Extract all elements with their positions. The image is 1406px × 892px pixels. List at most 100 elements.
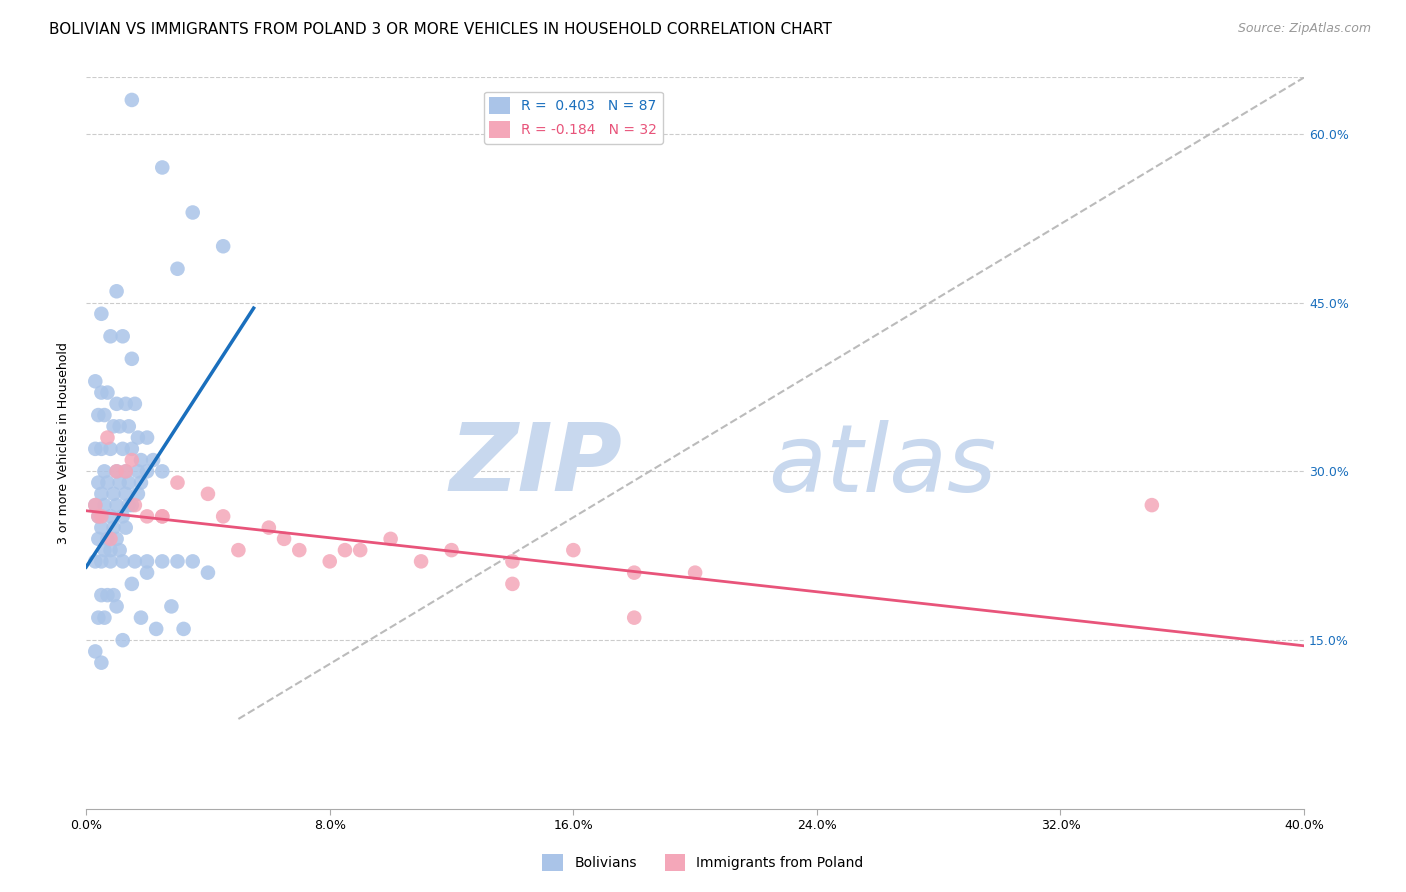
- Point: [150, 509, 173, 524]
- Point: [129, 453, 152, 467]
- Point: [136, 464, 159, 478]
- Point: [181, 554, 204, 568]
- Point: [87, 509, 110, 524]
- Point: [288, 543, 311, 558]
- Point: [111, 329, 134, 343]
- Point: [105, 532, 128, 546]
- Point: [349, 543, 371, 558]
- Point: [84, 442, 107, 456]
- Point: [90, 509, 112, 524]
- Point: [105, 498, 128, 512]
- Point: [93, 610, 115, 624]
- Point: [111, 442, 134, 456]
- Point: [166, 554, 188, 568]
- Point: [111, 633, 134, 648]
- Point: [150, 464, 173, 478]
- Point: [103, 588, 125, 602]
- Point: [319, 554, 342, 568]
- Point: [121, 93, 143, 107]
- Point: [121, 351, 143, 366]
- Point: [1140, 498, 1163, 512]
- Point: [166, 261, 188, 276]
- Point: [96, 475, 118, 490]
- Point: [118, 419, 141, 434]
- Point: [100, 554, 122, 568]
- Point: [114, 487, 136, 501]
- Point: [93, 498, 115, 512]
- Point: [257, 521, 280, 535]
- Point: [84, 554, 107, 568]
- Point: [84, 374, 107, 388]
- Point: [105, 464, 128, 478]
- Point: [114, 521, 136, 535]
- Point: [121, 498, 143, 512]
- Point: [90, 487, 112, 501]
- Point: [129, 475, 152, 490]
- Point: [127, 464, 149, 478]
- Point: [105, 285, 128, 299]
- Point: [90, 521, 112, 535]
- Point: [114, 397, 136, 411]
- Point: [90, 442, 112, 456]
- Point: [105, 464, 128, 478]
- Point: [114, 464, 136, 478]
- Point: [100, 543, 122, 558]
- Point: [121, 442, 143, 456]
- Point: [129, 610, 152, 624]
- Point: [93, 543, 115, 558]
- Text: BOLIVIAN VS IMMIGRANTS FROM POLAND 3 OR MORE VEHICLES IN HOUSEHOLD CORRELATION C: BOLIVIAN VS IMMIGRANTS FROM POLAND 3 OR …: [49, 22, 832, 37]
- Point: [90, 554, 112, 568]
- Point: [84, 644, 107, 658]
- Point: [118, 498, 141, 512]
- Point: [197, 487, 219, 501]
- Point: [150, 554, 173, 568]
- Point: [93, 408, 115, 422]
- Point: [160, 599, 183, 614]
- Text: ZIP: ZIP: [449, 419, 621, 511]
- Point: [173, 622, 195, 636]
- Point: [84, 498, 107, 512]
- Point: [623, 610, 645, 624]
- Point: [124, 498, 146, 512]
- Point: [105, 599, 128, 614]
- Point: [136, 554, 159, 568]
- Text: Source: ZipAtlas.com: Source: ZipAtlas.com: [1237, 22, 1371, 36]
- Point: [197, 566, 219, 580]
- Point: [108, 475, 131, 490]
- Point: [136, 431, 159, 445]
- Point: [90, 307, 112, 321]
- Y-axis label: 3 or more Vehicles in Household: 3 or more Vehicles in Household: [58, 343, 70, 544]
- Point: [87, 610, 110, 624]
- Point: [127, 487, 149, 501]
- Point: [108, 419, 131, 434]
- Point: [87, 532, 110, 546]
- Point: [103, 419, 125, 434]
- Point: [142, 453, 165, 467]
- Point: [105, 397, 128, 411]
- Point: [562, 543, 585, 558]
- Point: [440, 543, 463, 558]
- Point: [100, 532, 122, 546]
- Point: [181, 205, 204, 219]
- Point: [96, 588, 118, 602]
- Point: [111, 509, 134, 524]
- Point: [166, 475, 188, 490]
- Point: [212, 239, 235, 253]
- Point: [87, 408, 110, 422]
- Point: [150, 161, 173, 175]
- Point: [501, 577, 523, 591]
- Point: [100, 442, 122, 456]
- Point: [623, 566, 645, 580]
- Point: [501, 554, 523, 568]
- Point: [121, 577, 143, 591]
- Point: [90, 385, 112, 400]
- Point: [87, 475, 110, 490]
- Point: [150, 509, 173, 524]
- Point: [103, 487, 125, 501]
- Point: [333, 543, 356, 558]
- Legend: Bolivians, Immigrants from Poland: Bolivians, Immigrants from Poland: [537, 848, 869, 876]
- Point: [100, 329, 122, 343]
- Point: [121, 453, 143, 467]
- Point: [96, 532, 118, 546]
- Point: [90, 656, 112, 670]
